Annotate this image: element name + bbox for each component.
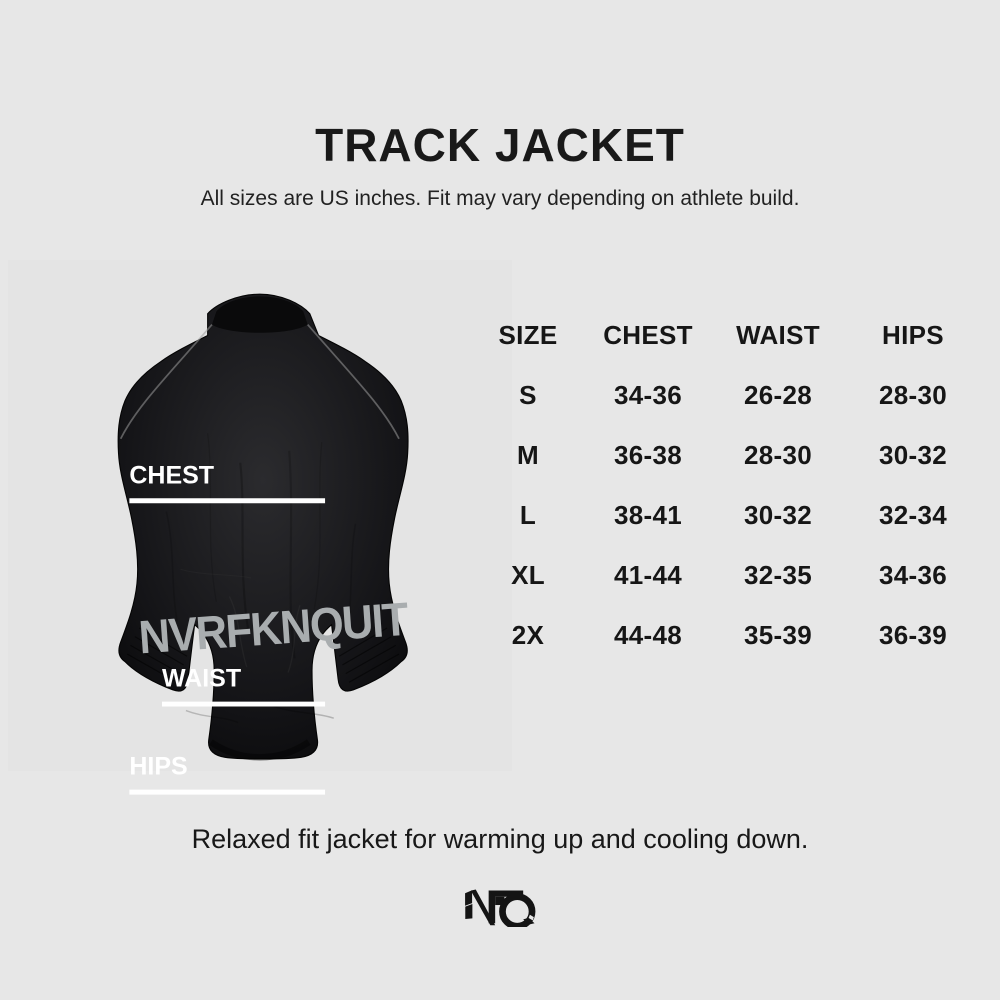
svg-text:HIPS: HIPS bbox=[129, 753, 187, 781]
